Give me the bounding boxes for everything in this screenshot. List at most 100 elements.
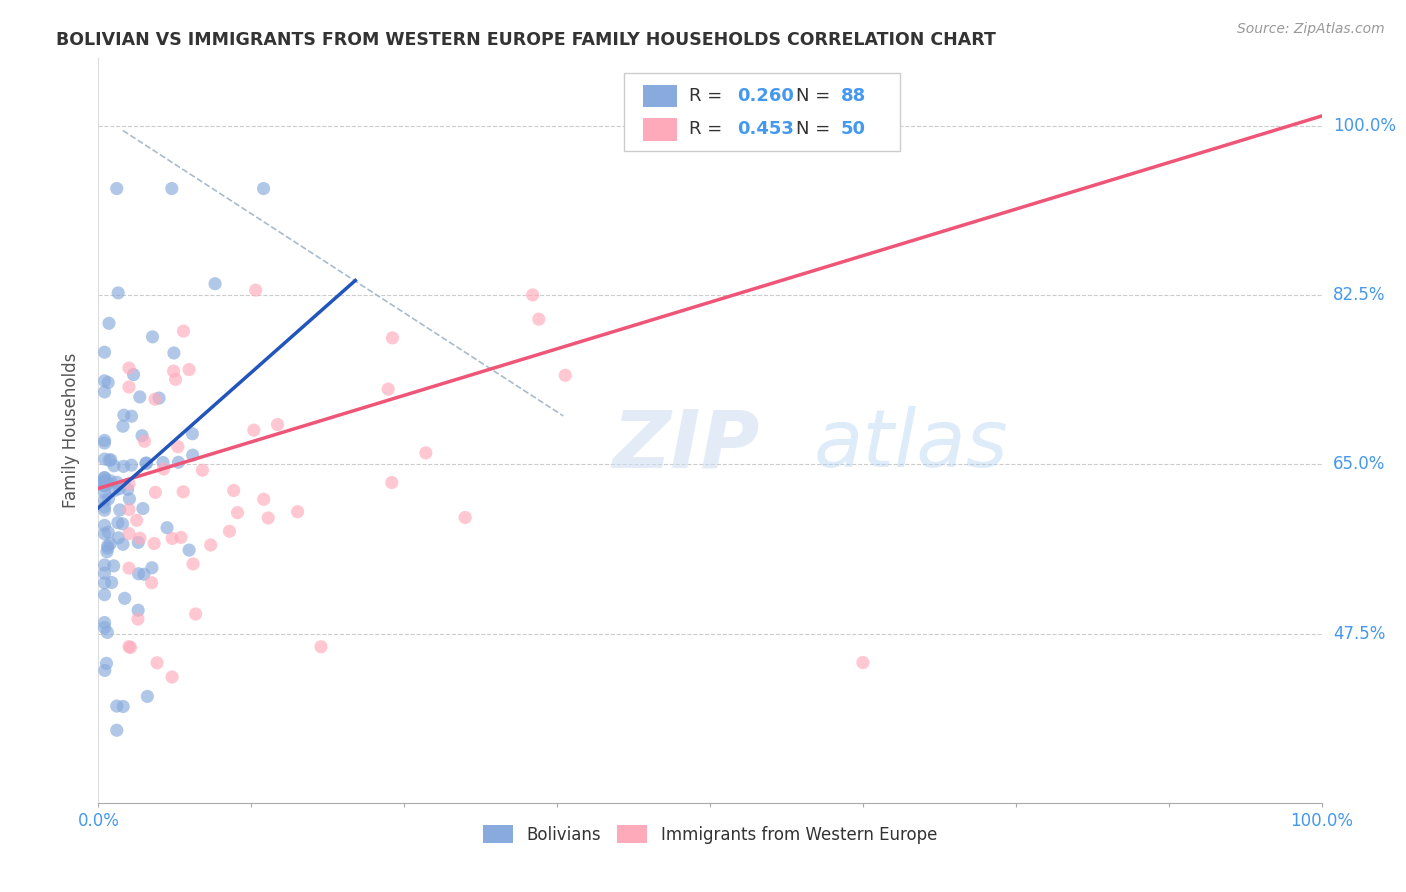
Point: [105, 723, 128, 738]
Text: 100.0%: 100.0%: [1333, 117, 1396, 135]
Point: [143, 392, 166, 407]
Point: [172, 324, 194, 338]
Point: [96, 545, 118, 559]
Point: [93, 526, 115, 541]
Point: [152, 456, 174, 470]
Point: [105, 475, 128, 490]
Point: [120, 640, 142, 655]
Point: [121, 409, 143, 424]
Point: [135, 456, 157, 470]
Text: R =: R =: [689, 120, 728, 138]
Point: [143, 536, 166, 550]
Point: [97, 541, 120, 555]
Point: [415, 446, 437, 460]
Point: [309, 640, 332, 654]
Point: [118, 477, 141, 491]
Point: [152, 462, 174, 476]
Y-axis label: Family Households: Family Households: [62, 352, 80, 508]
Point: [118, 526, 141, 541]
Point: [141, 561, 163, 575]
Point: [100, 452, 122, 467]
Point: [125, 513, 148, 527]
Point: [97, 476, 120, 491]
Text: R =: R =: [689, 87, 728, 105]
Point: [122, 368, 145, 382]
Point: [162, 364, 184, 378]
Point: [118, 561, 141, 575]
Text: BOLIVIAN VS IMMIGRANTS FROM WESTERN EUROPE FAMILY HOUSEHOLDS CORRELATION CHART: BOLIVIAN VS IMMIGRANTS FROM WESTERN EURO…: [56, 31, 995, 49]
Point: [132, 567, 155, 582]
Point: [184, 607, 207, 621]
Point: [127, 535, 149, 549]
Point: [93, 471, 115, 485]
Point: [108, 503, 131, 517]
Point: [97, 525, 120, 540]
Point: [96, 625, 118, 640]
Point: [128, 390, 150, 404]
Point: [245, 283, 267, 297]
Text: atlas: atlas: [814, 406, 1008, 484]
Point: [93, 575, 115, 590]
Point: [146, 656, 169, 670]
Point: [97, 376, 120, 390]
Point: [160, 532, 183, 546]
FancyBboxPatch shape: [624, 73, 900, 151]
Point: [181, 557, 204, 571]
Point: [98, 537, 121, 551]
Point: [120, 458, 142, 473]
Point: [93, 479, 115, 493]
Point: [105, 181, 128, 195]
Point: [554, 368, 576, 383]
Point: [454, 510, 477, 524]
Point: [141, 330, 163, 344]
Text: 88: 88: [841, 87, 866, 105]
Point: [98, 453, 121, 467]
Point: [105, 699, 128, 714]
Point: [252, 181, 274, 195]
Point: [117, 483, 139, 497]
Point: [112, 459, 135, 474]
Point: [93, 436, 115, 450]
Point: [160, 670, 183, 684]
Point: [200, 538, 222, 552]
Point: [97, 539, 120, 553]
Point: [93, 452, 115, 467]
Point: [377, 382, 399, 396]
Point: [128, 566, 150, 581]
Point: [204, 277, 226, 291]
Point: [165, 372, 187, 386]
Point: [181, 448, 204, 462]
Point: [93, 588, 115, 602]
Point: [104, 483, 127, 498]
Point: [172, 484, 194, 499]
Text: N =: N =: [796, 120, 835, 138]
Point: [852, 656, 875, 670]
Text: 0.260: 0.260: [737, 87, 794, 105]
Point: [129, 531, 152, 545]
Point: [93, 374, 115, 388]
Point: [96, 657, 118, 671]
Point: [222, 483, 245, 498]
Point: [148, 391, 170, 405]
Point: [141, 575, 163, 590]
Point: [103, 458, 125, 473]
Point: [145, 485, 167, 500]
Point: [253, 492, 276, 507]
Point: [93, 345, 115, 359]
Text: 82.5%: 82.5%: [1333, 286, 1385, 304]
Point: [107, 516, 129, 530]
Point: [118, 502, 141, 516]
Point: [287, 505, 309, 519]
Point: [522, 288, 544, 302]
Text: 65.0%: 65.0%: [1333, 455, 1385, 474]
Point: [93, 615, 115, 630]
Legend: Bolivians, Immigrants from Western Europe: Bolivians, Immigrants from Western Europ…: [477, 819, 943, 850]
Point: [191, 463, 214, 477]
Point: [177, 362, 200, 376]
Point: [160, 181, 183, 195]
Point: [108, 482, 131, 496]
Point: [118, 380, 141, 394]
Text: 0.453: 0.453: [737, 120, 794, 138]
Bar: [643, 85, 678, 107]
Point: [103, 558, 125, 573]
